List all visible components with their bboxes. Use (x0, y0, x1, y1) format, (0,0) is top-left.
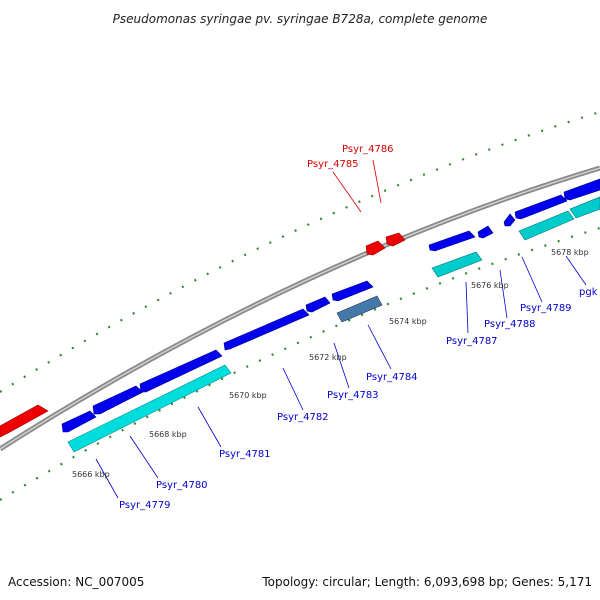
gene-psyr-4789[interactable] (514, 194, 568, 220)
scale-label-5674: 5674 kbp (389, 317, 427, 326)
scale-label-5668: 5668 kbp (149, 430, 187, 439)
gene-psyr-4780[interactable] (92, 385, 144, 415)
gene-labels: Psyr_4779 Psyr_4780 Psyr_4781 Psyr_4782 … (119, 144, 598, 511)
gene-label-psyr-4783[interactable]: Psyr_4783 (327, 390, 379, 401)
gene-label-callouts (95, 159, 587, 499)
gene-label-psyr-4789[interactable]: Psyr_4789 (520, 303, 572, 314)
gene-psyr-4783[interactable] (305, 296, 331, 313)
gene-psyr-4779[interactable] (61, 410, 97, 433)
gene-label-psyr-4784[interactable]: Psyr_4784 (366, 372, 418, 383)
genome-backbone (0, 165, 600, 452)
scale-label-5672: 5672 kbp (309, 353, 347, 362)
gene-label-psyr-4787[interactable]: Psyr_4787 (446, 336, 498, 347)
gene-label-psyr-4788[interactable]: Psyr_4788 (484, 319, 536, 330)
scale-label-5676: 5676 kbp (471, 281, 509, 290)
gene-psyr-4787[interactable] (428, 230, 476, 252)
gene-label-psyr-4779[interactable]: Psyr_4779 (119, 500, 171, 511)
cds-psyr-4789[interactable] (518, 210, 575, 241)
gene-psyr-4782[interactable] (223, 308, 310, 351)
gene-psyr-4781[interactable] (139, 349, 223, 393)
cds-psyr-4780[interactable] (67, 364, 232, 453)
cds-pgk[interactable] (569, 196, 600, 219)
gene-psyr-4784-selected[interactable] (336, 295, 383, 323)
genome-backbone-highlight (0, 167, 600, 450)
kbp-scale-labels: 5666 kbp 5668 kbp 5670 kbp 5672 kbp 5674… (72, 248, 589, 479)
accession-text: Accession: NC_007005 (8, 575, 144, 589)
gene-track (0, 178, 600, 453)
gene-label-psyr-4782[interactable]: Psyr_4782 (277, 412, 329, 423)
gene-label-psyr-4785[interactable]: Psyr_4785 (307, 159, 359, 170)
cds-psyr-4787[interactable] (431, 251, 483, 278)
outer-tick-track (0, 110, 600, 393)
gene-label-psyr-4780[interactable]: Psyr_4780 (156, 480, 208, 491)
gene-label-pgk[interactable]: pgk (579, 287, 598, 298)
gene-pgk[interactable] (563, 178, 600, 201)
inner-tick-track (0, 226, 600, 501)
genome-stats-text: Topology: circular; Length: 6,093,698 bp… (261, 575, 592, 589)
gene-psyr-4784[interactable] (331, 280, 374, 302)
gene-blue-small[interactable] (503, 213, 516, 227)
gene-red-left[interactable] (0, 404, 49, 438)
gene-label-psyr-4781[interactable]: Psyr_4781 (219, 449, 271, 460)
scale-label-5678: 5678 kbp (551, 248, 589, 257)
gene-psyr-4788[interactable] (477, 225, 494, 239)
gene-psyr-4786[interactable] (385, 232, 406, 247)
scale-label-5666: 5666 kbp (72, 470, 110, 479)
scale-label-5670: 5670 kbp (229, 391, 267, 400)
map-title: Pseudomonas syringae pv. syringae B728a,… (113, 12, 488, 26)
gene-label-psyr-4786[interactable]: Psyr_4786 (342, 144, 394, 155)
gene-psyr-4785[interactable] (365, 240, 386, 256)
